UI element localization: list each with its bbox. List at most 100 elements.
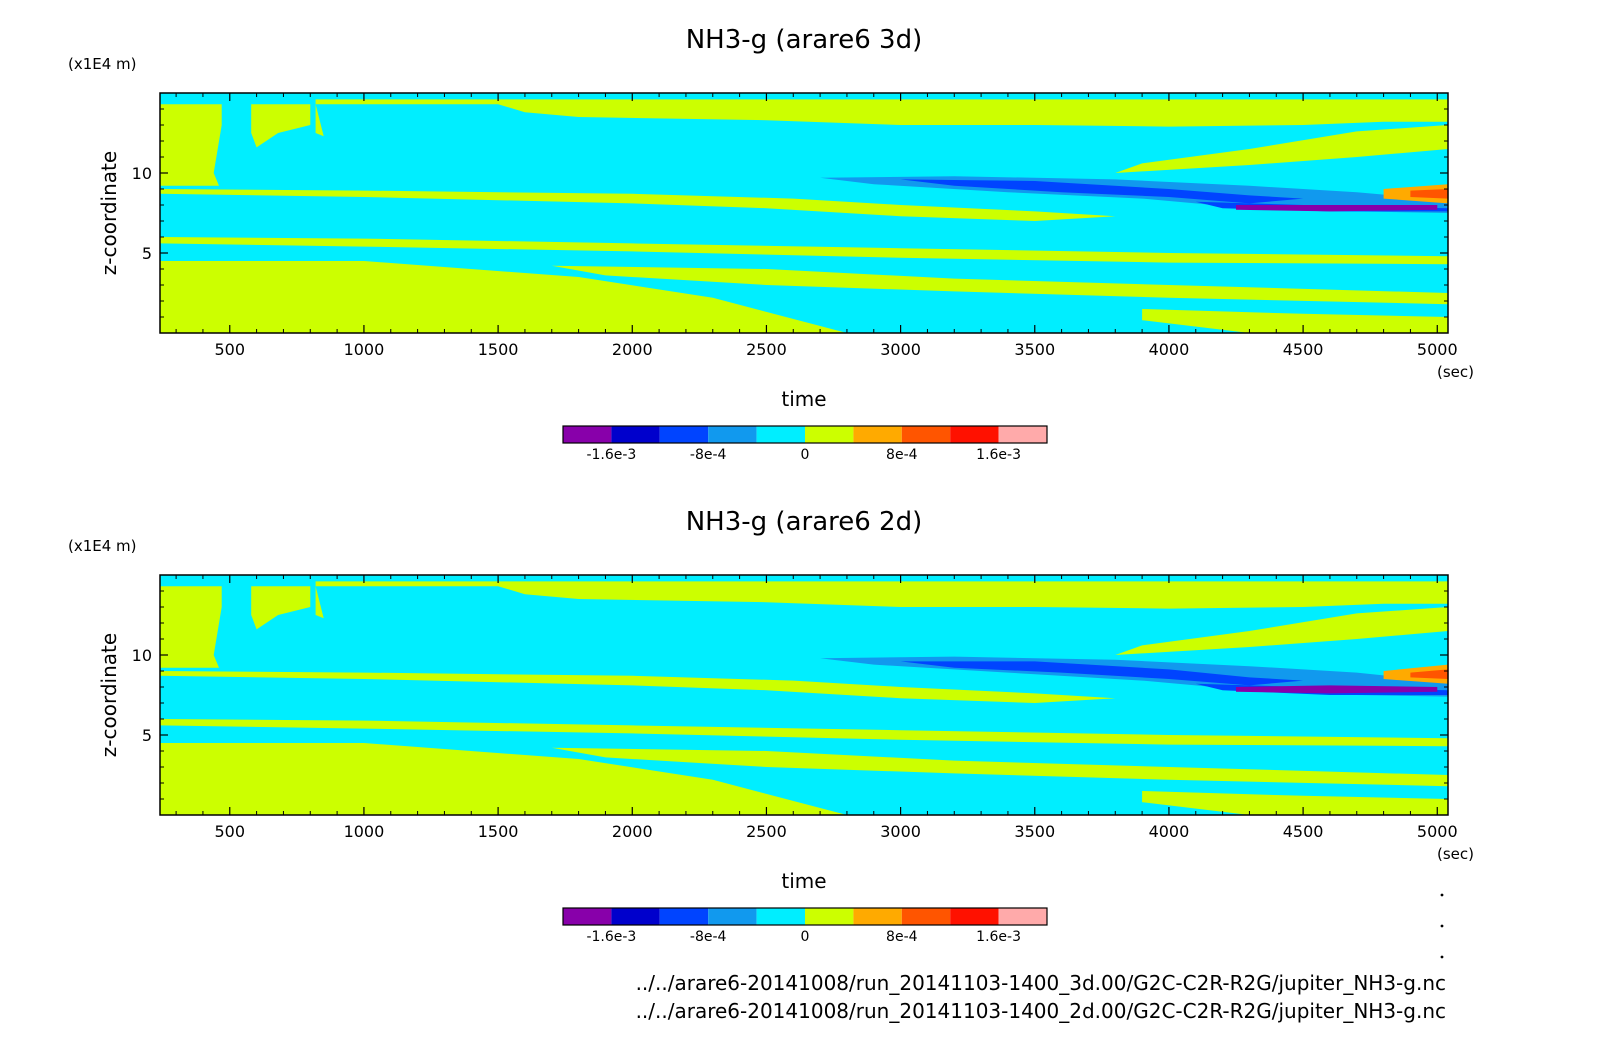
colorbar-swatch [950,426,999,443]
contour-region-6 [160,261,847,333]
contour-region-7 [551,747,1448,787]
colorbar-tick-label: 8e-4 [886,929,918,945]
colorbar-swatch [563,426,612,443]
x-tick-label: 500 [214,340,245,359]
colorbar-swatch [901,908,951,925]
contour-region-3 [160,671,1116,703]
colorbar-swatch [659,426,709,443]
contour-region-3 [160,189,1116,221]
x-tick-label: 4000 [1149,822,1190,841]
contour-region-4 [1115,125,1448,173]
y-tick-label: 5 [142,244,152,263]
y-tick-label: 5 [142,726,152,745]
file-path-2d: ../../arare6-20141008/run_20141103-1400_… [636,999,1446,1023]
x-tick-label: 500 [214,822,245,841]
contour-region-12 [1236,205,1438,212]
dot-marker [1440,893,1444,897]
chart-title: NH3-g (arare6 3d) [686,25,923,55]
contour-region-14 [1410,189,1448,199]
contour-region-0 [160,586,222,668]
colorbar-frame [562,907,1048,926]
x-tick-label: 1000 [344,822,385,841]
x-tick-label: 4500 [1283,340,1324,359]
contour-region-6 [160,743,847,815]
colorbar-frame [562,425,1048,444]
contour-region-2 [315,581,1448,619]
colorbar-swatch [998,908,1047,925]
x-tick-label: 5000 [1417,822,1458,841]
x-tick-label: 5000 [1417,340,1458,359]
x-tick-label: 2500 [746,822,787,841]
x-tick-label: 4500 [1283,822,1324,841]
colorbar-swatch [998,426,1047,443]
chart-title: NH3-g (arare6 2d) [686,507,923,537]
contour-region-1 [251,586,311,630]
dot-marker [1440,955,1444,959]
x-tick-label: 2000 [612,340,653,359]
contour-region-1 [251,104,311,148]
y-unit-label: (x1E4 m) [68,55,137,73]
x-tick-label: 3500 [1014,340,1055,359]
colorbar-swatch [708,426,757,443]
colorbar-tick-label: -1.6e-3 [586,929,636,945]
x-unit-label: (sec) [1437,363,1474,381]
colorbar-swatch [611,426,660,443]
contour-region-8 [1142,791,1448,815]
contour-region-12 [1236,685,1438,694]
colorbar-swatch [950,908,999,925]
colorbar-swatch [563,908,612,925]
colorbar-swatch [901,426,951,443]
colorbar-tick-label: 1.6e-3 [976,447,1021,463]
contour-region-2 [315,99,1448,137]
colorbar-tick-label: -8e-4 [690,929,727,945]
x-axis-label: time [781,387,826,411]
colorbar-swatch [611,908,660,925]
colorbar-tick-label: 1.6e-3 [976,929,1021,945]
colorbar-swatch [805,426,854,443]
colorbar-swatch [853,908,902,925]
x-tick-label: 2500 [746,340,787,359]
colorbar-swatch [756,426,805,443]
contour-region-4 [1115,607,1448,655]
contour-region-5 [160,237,1448,265]
x-tick-label: 4000 [1149,340,1190,359]
colorbar-swatch [805,908,854,925]
panel-2d: NH3-g (arare6 2d) (x1E4 m) 500 1000 1500 2000… [68,507,1474,945]
contour-region-7 [551,265,1448,305]
colorbar-swatch [853,426,902,443]
x-tick-label: 1500 [478,340,519,359]
x-unit-label: (sec) [1437,845,1474,863]
y-tick-label: 10 [132,164,152,183]
y-axis-label: z-coordinate [97,633,121,757]
file-path-3d: ../../arare6-20141008/run_20141103-1400_… [636,971,1446,995]
x-tick-label: 1500 [478,822,519,841]
contour-region-8 [1142,309,1448,333]
colorbar-swatch [756,908,805,925]
footer: ../../arare6-20141008/run_20141103-1400_… [636,893,1446,1023]
plot-area [160,93,1448,333]
contour-region-5 [160,719,1448,747]
x-tick-label: 3000 [880,340,921,359]
plot-frame [159,574,1449,816]
x-tick-label: 3000 [880,822,921,841]
x-tick-label: 2000 [612,822,653,841]
colorbar-tick-label: 8e-4 [886,447,918,463]
contour-region-10 [900,179,1304,204]
y-axis-label: z-coordinate [97,151,121,275]
contour-region-14 [1410,669,1448,679]
dot-marker [1440,924,1444,928]
colorbar-tick-label: -8e-4 [690,447,727,463]
plot-frame [159,92,1449,334]
colorbar-swatch [659,908,709,925]
y-unit-label: (x1E4 m) [68,537,137,555]
contour-region-0 [160,104,222,186]
plot-area [160,575,1448,815]
panel-3d: NH3-g (arare6 3d) (x1E4 m) 500 1000 1500 2000… [68,25,1474,463]
contour-region-10 [900,661,1304,686]
colorbar-tick-label: -1.6e-3 [586,447,636,463]
colorbar-swatch [708,908,757,925]
x-tick-label: 1000 [344,340,385,359]
y-tick-label: 10 [132,646,152,665]
colorbar-tick-label: 0 [801,929,810,945]
